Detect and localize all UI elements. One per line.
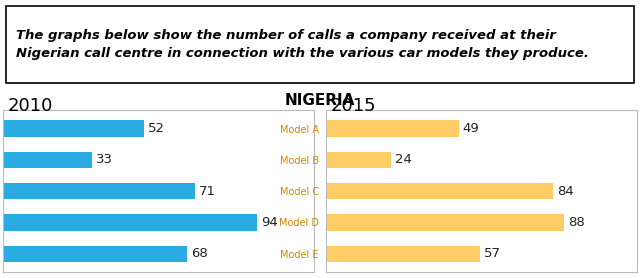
Text: 49: 49	[463, 122, 479, 135]
Bar	[326, 214, 564, 230]
Text: 33: 33	[97, 153, 113, 166]
Text: 84: 84	[557, 185, 574, 198]
Text: 2010: 2010	[7, 96, 52, 115]
Text: 57: 57	[484, 247, 501, 260]
Text: 94: 94	[261, 216, 278, 229]
Text: The graphs below show the number of calls a company received at their
Nigerian c: The graphs below show the number of call…	[16, 29, 589, 60]
Bar	[326, 183, 553, 199]
FancyBboxPatch shape	[6, 6, 634, 83]
Bar	[326, 152, 391, 168]
Bar	[3, 183, 195, 199]
Text: 24: 24	[396, 153, 412, 166]
Text: 52: 52	[148, 122, 164, 135]
Bar	[326, 245, 480, 262]
Bar	[326, 120, 459, 137]
Text: NIGERIA: NIGERIA	[285, 93, 355, 108]
Bar	[3, 214, 257, 230]
Bar	[3, 245, 187, 262]
Text: 2015: 2015	[330, 96, 376, 115]
Text: 88: 88	[568, 216, 585, 229]
Bar	[3, 152, 92, 168]
Text: 68: 68	[191, 247, 207, 260]
Text: 71: 71	[199, 185, 216, 198]
Bar	[3, 120, 143, 137]
